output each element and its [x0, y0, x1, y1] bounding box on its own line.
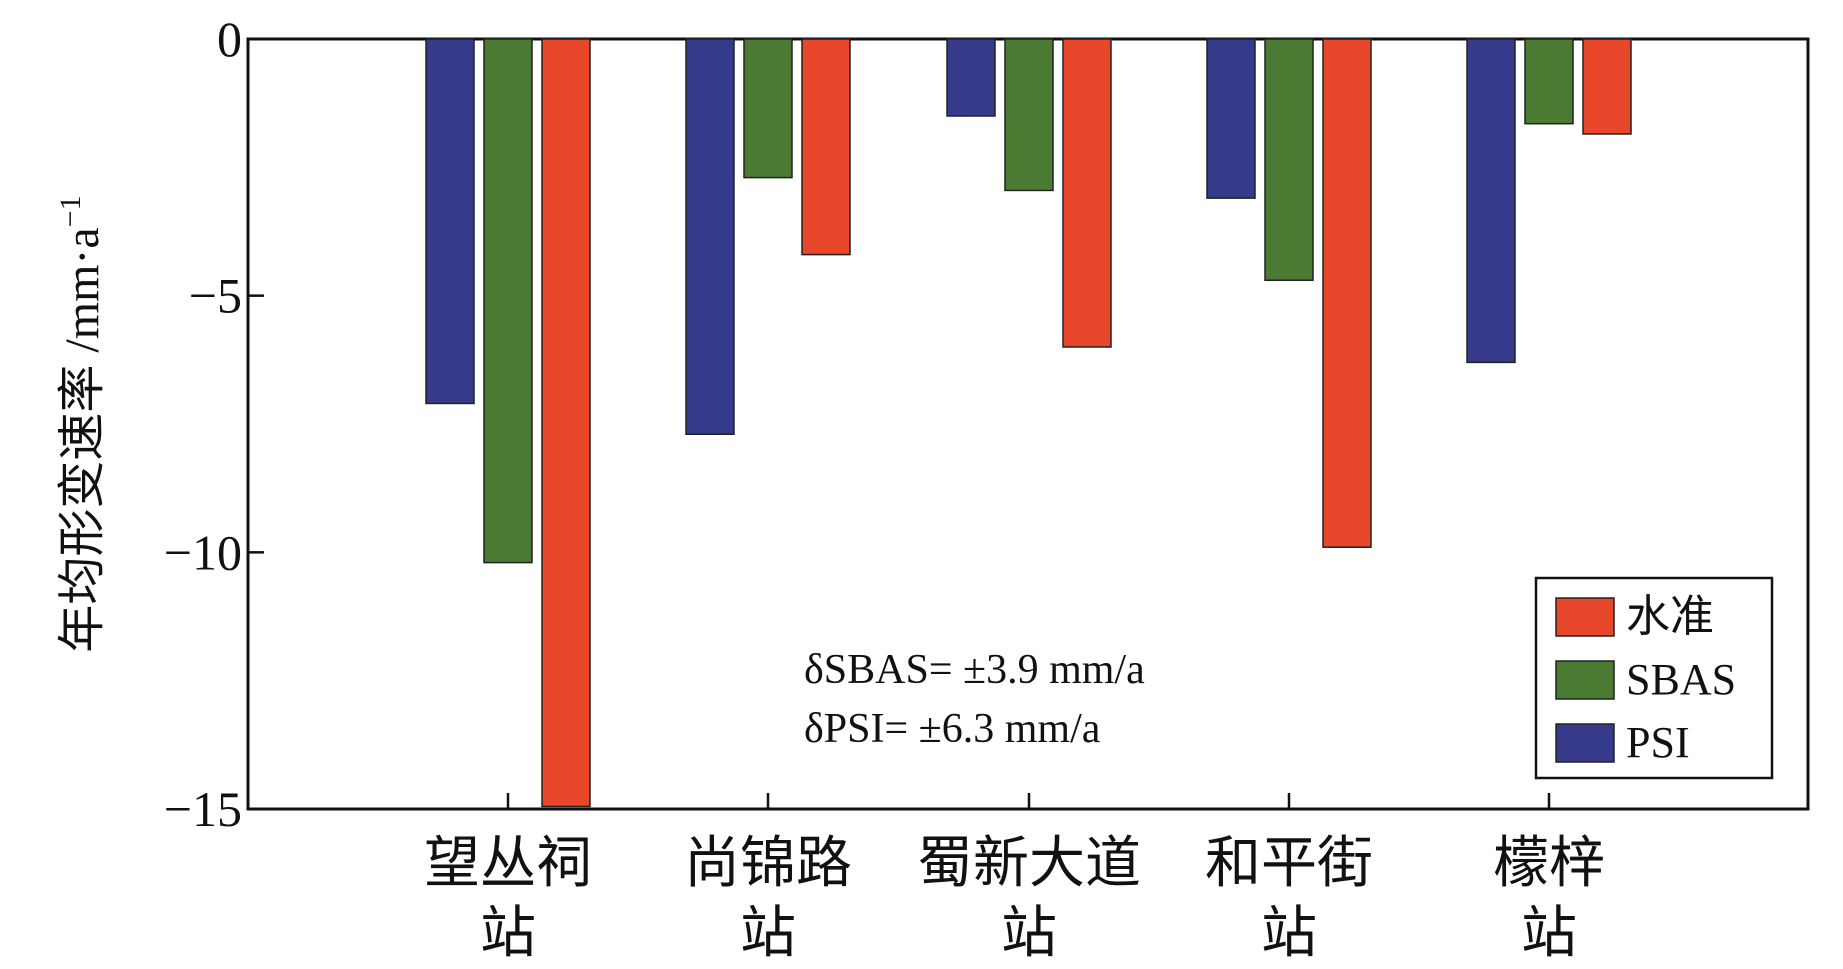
x-category-label-4: 檬梓站 [1493, 833, 1605, 965]
bar-水准-0 [541, 38, 591, 808]
y-axis-ticks: 0 −5 −10 −15 [164, 11, 264, 837]
legend-swatch-水准 [1555, 597, 1615, 637]
svg-text:年均形变速率 /mm·a−1: 年均形变速率 /mm·a−1 [54, 195, 109, 652]
y-tick-label-2: −10 [164, 524, 242, 580]
series-PSI [425, 38, 1516, 436]
legend: 水准 SBAS PSI [1534, 576, 1774, 780]
bar-PSI-3 [1206, 38, 1256, 199]
y-axis-label-exponent: −1 [54, 195, 87, 227]
x-category-label-2: 蜀新大道站 [917, 833, 1141, 965]
legend-swatch-SBAS [1555, 660, 1615, 700]
bar-水准-3 [1322, 38, 1372, 548]
legend-label-水准: 水准 [1626, 592, 1714, 641]
annotation-sbas-error: δSBAS= ±3.9 mm/a [804, 647, 1145, 693]
legend-swatch-PSI [1555, 723, 1615, 763]
y-tick-label-1: −5 [189, 268, 242, 324]
bar-SBAS-1 [743, 38, 793, 179]
x-category-label-3: 和平街站 [1205, 833, 1373, 965]
y-axis-title: 年均形变速率 /mm·a−1 [54, 195, 109, 652]
annotations: δSBAS= ±3.9 mm/a δPSI= ±6.3 mm/a [804, 647, 1145, 752]
y-tick-label-3: −15 [164, 781, 242, 837]
bar-SBAS-2 [1004, 38, 1054, 192]
series-SBAS [483, 38, 1574, 564]
bar-SBAS-3 [1264, 38, 1314, 282]
bar-PSI-1 [685, 38, 735, 436]
bar-水准-1 [801, 38, 851, 256]
bar-SBAS-4 [1524, 38, 1574, 125]
legend-label-PSI: PSI [1626, 718, 1690, 767]
bars-layer [425, 38, 1632, 808]
bar-水准-4 [1582, 38, 1632, 135]
bar-SBAS-0 [483, 38, 533, 564]
legend-label-SBAS: SBAS [1626, 655, 1736, 704]
bar-PSI-0 [425, 38, 475, 405]
annotation-psi-error: δPSI= ±6.3 mm/a [804, 706, 1101, 752]
bar-PSI-2 [946, 38, 996, 117]
y-axis-label: 年均形变速率 /mm·a [56, 227, 109, 652]
y-tick-label-0: 0 [217, 11, 242, 67]
x-category-label-1: 尚锦路站 [684, 833, 852, 965]
series-水准 [541, 38, 1632, 808]
bar-水准-2 [1062, 38, 1112, 348]
bar-PSI-4 [1466, 38, 1516, 364]
x-category-label-0: 望丛祠站 [424, 833, 592, 965]
